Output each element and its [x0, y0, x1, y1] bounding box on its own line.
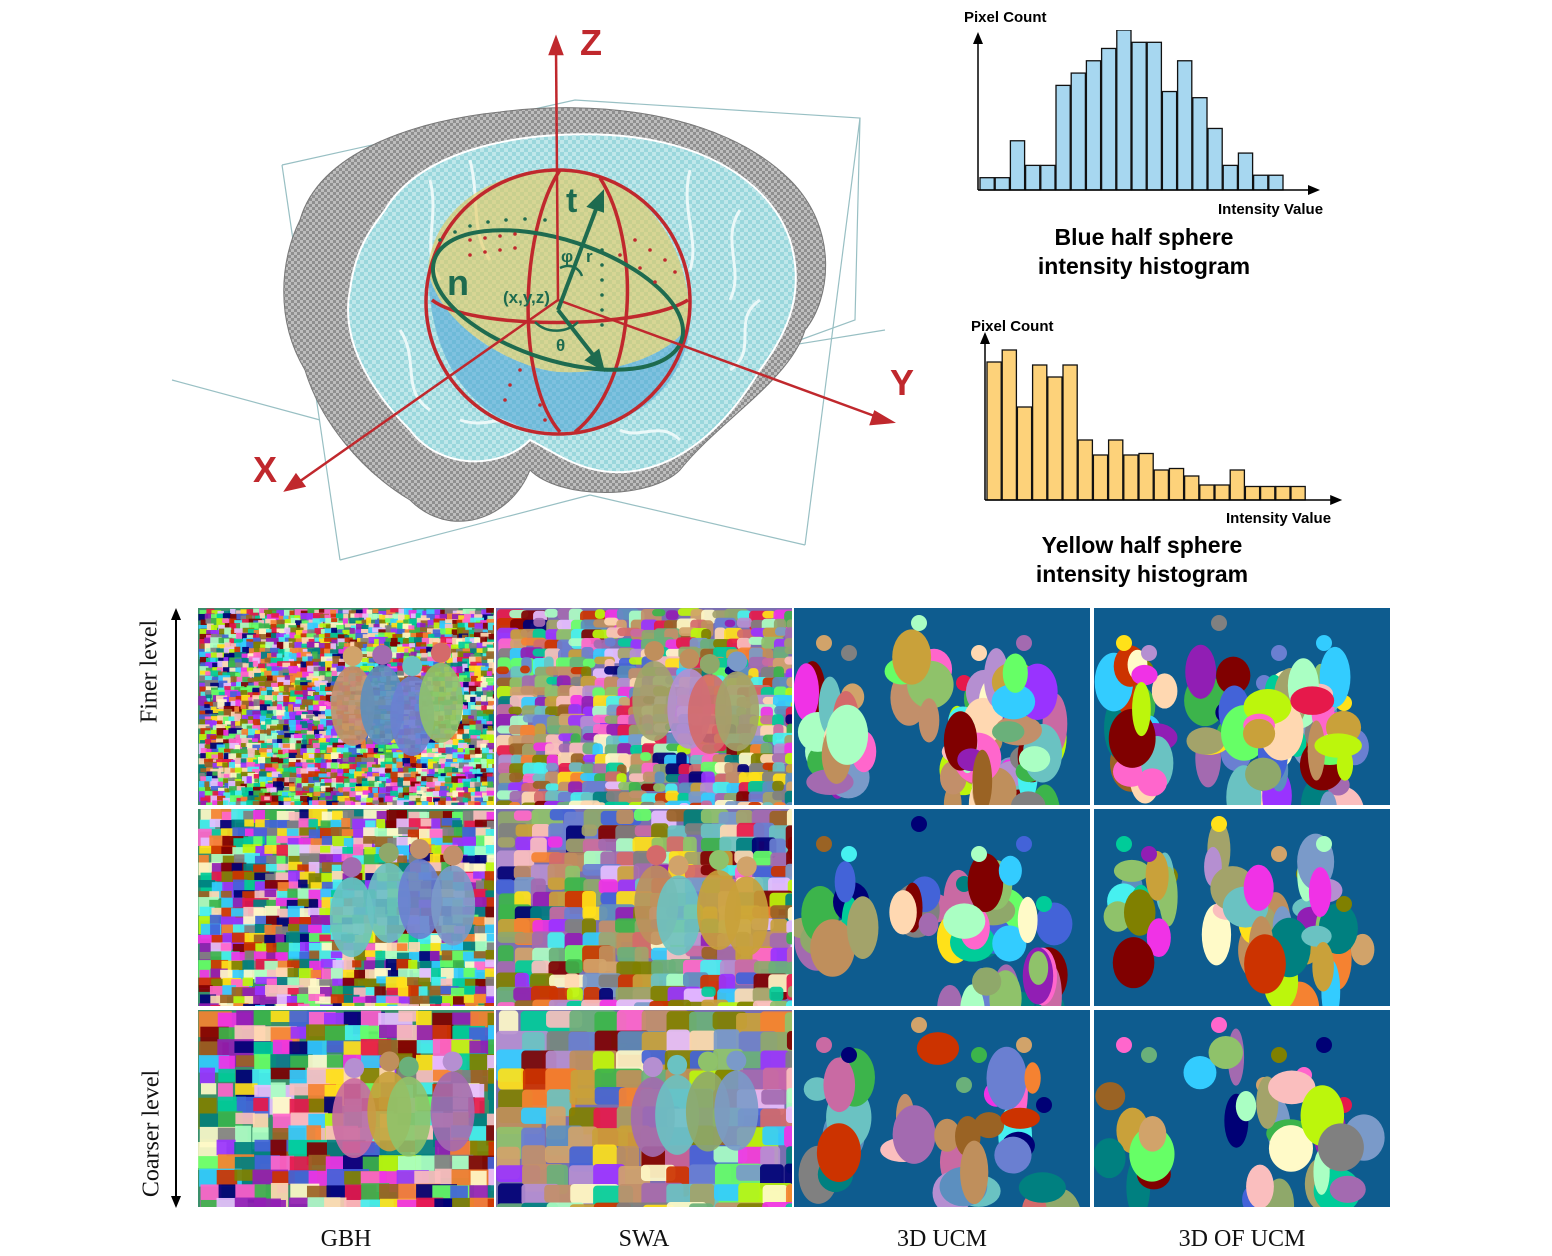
phi-label: φ [561, 247, 573, 266]
axis-z-label: Z [580, 22, 602, 63]
blue-hist-ylabel: Pixel Count [964, 9, 1047, 26]
histogram-bar [1146, 41, 1163, 191]
histogram-bar [1009, 140, 1026, 191]
histogram-bar [1116, 30, 1132, 191]
histogram-bar [1123, 454, 1139, 501]
segmentation-tile [198, 1010, 494, 1207]
tangent-label: t [566, 182, 577, 220]
axis-x-label: X [253, 449, 277, 490]
histogram-bar [1077, 439, 1094, 501]
column-label-swa: SWA [618, 1226, 670, 1252]
plane-green-dots [438, 217, 604, 327]
finer-level-label: Finer level [136, 619, 163, 724]
histogram-bar [1001, 349, 1018, 501]
histogram-bar [1229, 469, 1246, 501]
histogram-bar [1040, 164, 1056, 191]
segmentation-tile [496, 608, 792, 805]
yellow-hist-title: Yellow half sphere intensity histogram [992, 531, 1292, 589]
histogram-bar [1222, 164, 1239, 191]
point-label: (x,y,z) [503, 288, 550, 307]
segmentation-grid [198, 608, 1392, 1208]
histogram-bar [994, 177, 1011, 191]
histogram-axes [973, 32, 1320, 195]
axis-y-label: Y [890, 362, 914, 403]
histogram-bar [1085, 60, 1102, 191]
segmentation-tile [794, 608, 1090, 805]
histogram-bar [1047, 376, 1063, 501]
histogram-bar [1207, 127, 1223, 191]
column-label-3d-ucm: 3D UCM [896, 1226, 987, 1252]
histogram-bar [1092, 454, 1109, 501]
histogram-bar [1153, 469, 1170, 501]
segmentation-tile [794, 1010, 1090, 1207]
histogram-bar [1016, 406, 1033, 501]
yellow-histogram [980, 332, 1343, 505]
blue-hist-xlabel: Intensity Value [1218, 201, 1324, 218]
level-arrow [171, 608, 181, 1208]
segmentation-tile [198, 809, 494, 1006]
local-vectors [534, 189, 606, 373]
coordinate-axes [283, 34, 896, 492]
histogram-bar [1237, 152, 1254, 191]
histogram-bar [1055, 84, 1071, 191]
histogram-bar [1107, 439, 1124, 501]
histogram-bar [1268, 174, 1284, 191]
histogram-bar [1070, 72, 1087, 191]
histogram-bar [1244, 485, 1261, 501]
histogram-bar [986, 361, 1002, 501]
radius-label: r [586, 247, 593, 266]
histogram-bar [1259, 485, 1276, 501]
histogram-bar [1252, 174, 1269, 191]
blue-half-sphere [428, 270, 690, 432]
yellow-hist-ylabel: Pixel Count [971, 318, 1054, 335]
histogram-bar [1138, 452, 1154, 501]
histogram-bar [1192, 97, 1208, 191]
yellow-hist-title-line2: intensity histogram [1035, 561, 1249, 587]
histogram-bar [1214, 484, 1230, 501]
histogram-bar [1290, 485, 1306, 501]
blue-histogram [973, 30, 1320, 195]
blue-hist-title-line1: Blue half sphere [1054, 224, 1234, 250]
histogram-bar [1031, 364, 1048, 501]
theta-label: θ [556, 336, 565, 355]
yellow-hist-xlabel: Intensity Value [1226, 510, 1332, 527]
histogram-bar [1183, 475, 1200, 501]
segmentation-tile [794, 809, 1090, 1006]
tangent-plane [430, 228, 686, 372]
yellow-hist-title-line1: Yellow half sphere [1041, 532, 1243, 558]
segmentation-tile [198, 608, 494, 805]
segmentation-tile [496, 809, 792, 1006]
coarser-level-label: Coarser level [138, 1069, 165, 1198]
segmentation-tile [496, 1010, 792, 1207]
histogram-bar [979, 177, 995, 191]
column-label-gbh: GBH [320, 1226, 372, 1252]
histogram-bar [1199, 484, 1215, 501]
histogram-bar [1131, 41, 1147, 191]
plane-grid-dots [468, 232, 677, 422]
blue-hist-title-line2: intensity histogram [1037, 253, 1251, 279]
histogram-bar [1161, 90, 1178, 191]
histogram-bar [1024, 164, 1041, 191]
normal-label: n [447, 262, 469, 303]
segmentation-tile [1094, 809, 1390, 1006]
histogram-bar [1062, 364, 1078, 501]
histogram-bar [1168, 467, 1185, 501]
column-label-3d-of-ucm: 3D OF UCM [1178, 1226, 1306, 1252]
histogram-bar [1100, 47, 1117, 191]
histogram-bar [1275, 485, 1291, 501]
sphere-diagram: Z Y X t n (x,y,z) φ r θ [171, 22, 914, 561]
segmentation-tile [1094, 1010, 1390, 1207]
histogram-bar [1176, 60, 1193, 191]
segmentation-tile [1094, 608, 1390, 805]
histogram-axes [980, 332, 1343, 505]
blue-hist-title: Blue half sphere intensity histogram [994, 223, 1294, 281]
